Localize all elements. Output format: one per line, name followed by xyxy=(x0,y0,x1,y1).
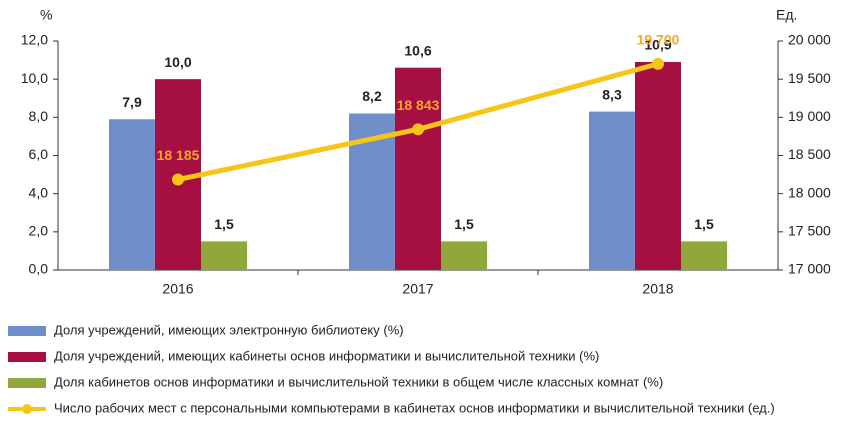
legend-label: Доля кабинетов основ информатики и вычис… xyxy=(54,374,663,389)
value-label: 1,5 xyxy=(454,216,474,232)
line-marker xyxy=(652,57,664,70)
value-label: 1,5 xyxy=(694,216,714,232)
x-tick-label: 2017 xyxy=(402,281,433,297)
line-value-label: 18 185 xyxy=(157,147,200,163)
bar xyxy=(635,61,681,270)
bar xyxy=(201,241,247,270)
y-tick-label: 6,0 xyxy=(29,146,49,162)
value-label: 10,0 xyxy=(164,54,191,70)
line-marker xyxy=(412,123,424,136)
legend-swatch xyxy=(8,326,46,336)
bar xyxy=(589,111,635,270)
y2-tick-label: 19 500 xyxy=(788,70,831,86)
y-tick-label: 8,0 xyxy=(29,108,49,124)
y2-label: Ед. xyxy=(776,7,797,23)
y2-tick-label: 17 000 xyxy=(788,261,831,277)
line-value-label: 19 700 xyxy=(637,32,680,48)
y2-tick-label: 17 500 xyxy=(788,223,831,239)
value-label: 1,5 xyxy=(214,216,234,232)
bar xyxy=(441,241,487,270)
legend-label: Доля учреждений, имеющих кабинеты основ … xyxy=(54,348,599,363)
legend-marker xyxy=(22,404,32,414)
value-label: 10,9 xyxy=(644,37,671,53)
y-tick-label: 12,0 xyxy=(21,32,48,48)
y-tick-label: 10,0 xyxy=(21,70,48,86)
value-label: 8,3 xyxy=(602,86,622,102)
y-tick-label: 0,0 xyxy=(29,261,49,277)
line-marker xyxy=(172,173,184,186)
bar xyxy=(395,67,441,270)
legend-swatch xyxy=(8,378,46,388)
value-label: 10,6 xyxy=(404,42,431,58)
y-tick-label: 2,0 xyxy=(29,223,49,239)
legend-label: Число рабочих мест с персональными компь… xyxy=(54,400,775,415)
x-tick-label: 2018 xyxy=(642,281,673,297)
y2-tick-label: 19 000 xyxy=(788,108,831,124)
y2-tick-label: 20 000 xyxy=(788,32,831,48)
y-label: % xyxy=(40,7,52,23)
value-label: 7,9 xyxy=(122,94,142,110)
x-tick-label: 2016 xyxy=(162,281,193,297)
bar xyxy=(681,241,727,270)
y2-tick-label: 18 000 xyxy=(788,184,831,200)
y2-tick-label: 18 500 xyxy=(788,146,831,162)
line-value-label: 18 843 xyxy=(397,97,440,113)
legend-swatch xyxy=(8,352,46,362)
bar xyxy=(109,119,155,270)
legend-label: Доля учреждений, имеющих электронную биб… xyxy=(54,322,404,337)
value-label: 8,2 xyxy=(362,88,382,104)
y-tick-label: 4,0 xyxy=(29,184,49,200)
